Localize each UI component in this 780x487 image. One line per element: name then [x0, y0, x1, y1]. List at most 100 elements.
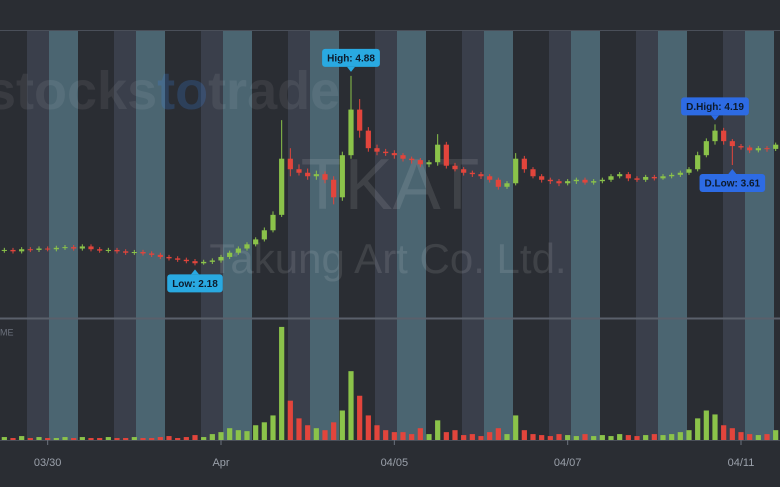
volume-bar — [443, 432, 449, 440]
candle-body — [487, 176, 493, 180]
candle-body — [738, 146, 744, 148]
volume-bar — [261, 422, 267, 440]
candle-body — [244, 244, 250, 249]
candle-body — [339, 155, 345, 198]
candle-body — [62, 247, 68, 249]
volume-bar — [97, 438, 103, 440]
candle-body — [573, 179, 579, 182]
candle-body — [461, 169, 467, 173]
volume-bar — [27, 438, 33, 440]
candle-body — [608, 176, 614, 180]
callout-label: D.Low: 3.61 — [705, 179, 761, 190]
callout-pointer — [711, 115, 719, 121]
callout-box — [699, 174, 766, 193]
volume-bar — [62, 437, 68, 440]
volume-bar — [166, 436, 172, 440]
candle-body — [201, 261, 207, 264]
candle-body — [721, 130, 727, 142]
volume-bar — [695, 418, 701, 440]
volume-bar — [244, 431, 250, 440]
session-band — [114, 31, 136, 440]
candle-body — [305, 172, 311, 177]
volume-bar — [218, 432, 224, 440]
volume-bar — [175, 438, 181, 440]
volume-bar — [677, 432, 683, 440]
volume-bar — [582, 434, 588, 440]
candle-body — [764, 148, 770, 150]
callout-box — [167, 274, 223, 293]
candle-body — [261, 230, 267, 240]
volume-bar — [339, 410, 345, 440]
volume-bar — [391, 432, 397, 440]
watermark-logo: stockstotrade — [0, 61, 340, 121]
candle-body — [331, 179, 337, 198]
session-bands — [27, 31, 774, 440]
volume-bar — [209, 434, 215, 440]
candle-body — [495, 179, 501, 187]
volume-bar — [157, 437, 163, 440]
candle-body — [755, 148, 761, 151]
volume-bar — [409, 434, 415, 440]
volume-bar — [539, 435, 545, 440]
session-band — [288, 31, 310, 440]
candle-body — [417, 160, 423, 165]
volume-label: ME — [0, 327, 14, 337]
candle-body — [426, 162, 432, 165]
candle-body — [374, 148, 380, 152]
session-band — [27, 31, 49, 440]
volume-bar — [105, 437, 111, 440]
x-tick-label: 04/05 — [381, 457, 409, 469]
candle-body — [123, 251, 129, 253]
callout-label: Low: 2.18 — [172, 279, 218, 290]
candle-body — [400, 155, 406, 159]
volume-bar — [19, 436, 25, 440]
candle-body — [643, 176, 649, 180]
volume-bar — [773, 430, 779, 440]
volume-bar — [747, 434, 753, 440]
volume-bar — [235, 430, 241, 440]
candle-body — [747, 147, 753, 151]
volume-bar — [296, 418, 302, 440]
volume-bar — [660, 435, 666, 440]
candle-body — [695, 155, 701, 170]
price-callout: High: 4.88 — [322, 48, 380, 72]
volume-bar — [357, 395, 363, 440]
session-band — [723, 31, 745, 440]
session-band — [375, 31, 397, 440]
volume-bar — [565, 435, 571, 440]
volume-bar — [36, 437, 42, 440]
candle-body — [105, 249, 111, 251]
volume-bar — [591, 436, 597, 440]
session-band — [484, 31, 513, 440]
candle-body — [591, 181, 597, 183]
candle-body — [348, 109, 354, 156]
candle-body — [660, 176, 666, 179]
volume-bar — [469, 434, 475, 440]
volume-bar — [417, 428, 423, 440]
volume-bar — [478, 436, 484, 440]
volume-bar — [556, 434, 562, 440]
candle-body — [183, 259, 189, 262]
volume-bar — [71, 438, 77, 440]
candle-body — [209, 260, 215, 262]
volume-bar — [322, 430, 328, 440]
volume-bar — [547, 436, 553, 440]
volume-bar — [140, 438, 146, 440]
volume-bar — [712, 414, 718, 440]
candle-body — [556, 181, 562, 184]
volume-bar — [764, 434, 770, 440]
volume-bar — [617, 434, 623, 440]
candle-body — [443, 144, 449, 166]
volume-bar — [10, 438, 16, 440]
volume-bar — [131, 437, 137, 440]
candle-body — [19, 249, 25, 252]
volume-bar — [634, 436, 640, 440]
session-band — [658, 31, 687, 440]
volume-bar — [729, 428, 735, 440]
candle-body — [478, 174, 484, 177]
candle-body — [45, 248, 51, 250]
session-band — [310, 31, 339, 440]
candle-body — [166, 256, 172, 259]
price-callout: Low: 2.18 — [167, 269, 223, 293]
candle-body — [270, 214, 276, 231]
